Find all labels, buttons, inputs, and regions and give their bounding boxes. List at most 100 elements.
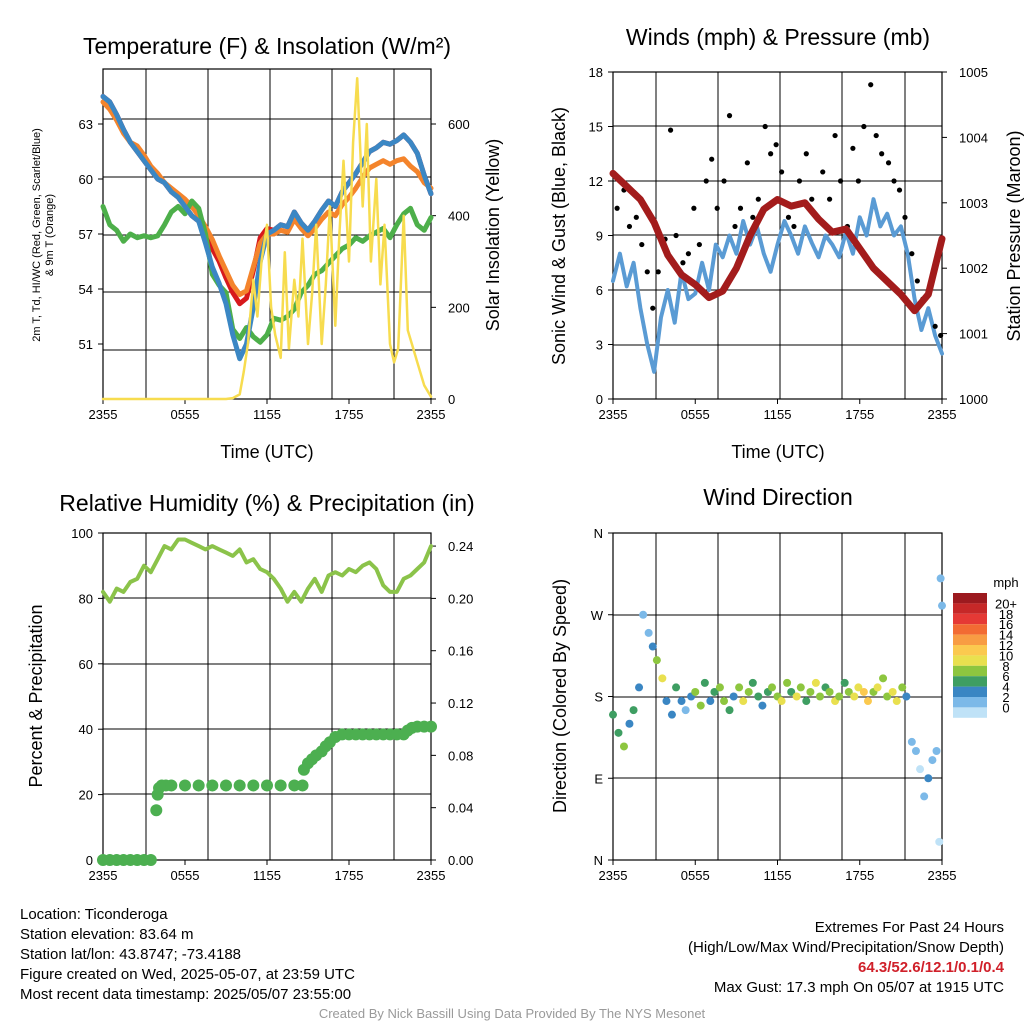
winds-plot: 2355 0555 1155 1755 235503691215181000100110… xyxy=(589,65,988,422)
temperature-xtick-label-3: 1755 xyxy=(335,407,364,422)
wind_direction-point-15 xyxy=(681,706,690,715)
rh_precip-series-1-point-18 xyxy=(233,779,246,792)
wind_direction-point-59 xyxy=(892,697,901,706)
winds-series-1-point-45 xyxy=(879,151,885,157)
winds-series-1-point-26 xyxy=(768,151,774,157)
winds-series-2-line xyxy=(609,169,946,315)
wind_direction-point-5 xyxy=(635,683,644,692)
winds-series-1-point-55 xyxy=(938,332,944,339)
rh_precip-ytick-right-label-1: 0.04 xyxy=(448,801,473,816)
wind_direction-point-49 xyxy=(844,687,853,696)
wind_direction-point-58 xyxy=(888,687,897,696)
temperature-panel: Temperature (F) & Insolation (W/m²) 2m T… xyxy=(31,33,503,462)
winds-xtick-label-0: 2355 xyxy=(599,407,628,422)
rh_precip-ytick-label-1: 20 xyxy=(79,788,93,803)
wind_direction-ytick-label-2: S xyxy=(594,690,603,705)
winds-series-1-point-17 xyxy=(714,205,720,211)
winds-ylabel: Sonic Wind & Gust (Blue, Black) xyxy=(549,107,569,365)
winds-series-1-point-36 xyxy=(826,196,833,202)
winds-series-1-point-48 xyxy=(896,187,903,193)
colorbar-swatch-11 xyxy=(953,707,987,718)
winds-series-2 xyxy=(609,169,946,315)
humidity-title: Relative Humidity (%) & Precipitation (i… xyxy=(59,490,474,516)
recent-data-timestamp: Most recent data timestamp: 2025/05/07 2… xyxy=(20,986,352,1003)
colorbar-swatch-4 xyxy=(953,634,987,645)
colorbar-label-7: 6 xyxy=(1002,669,1009,684)
colorbar-swatch-7 xyxy=(953,665,987,677)
colorbar-swatch-1 xyxy=(953,603,987,614)
rh_precip-series-1-point-8 xyxy=(150,804,163,817)
wind_direction-plot: 2355 0555 1155 1755 2355NESWN20+181614121086… xyxy=(591,526,1017,883)
wind_direction-point-53 xyxy=(863,697,872,706)
colorbar-swatch-5 xyxy=(953,645,987,656)
wind_direction-point-63 xyxy=(911,747,920,755)
winds-ytick-right-label-3: 1003 xyxy=(959,196,988,211)
rh_precip-series-0 xyxy=(101,537,433,604)
wind_direction-point-36 xyxy=(783,678,792,687)
wind_direction-point-51 xyxy=(854,683,863,692)
wind_direction-point-13 xyxy=(672,683,681,692)
colorbar-label-10: 0 xyxy=(1002,700,1009,715)
wind_direction-point-3 xyxy=(625,719,634,728)
credit-line: Created By Nick Bassill Using Data Provi… xyxy=(318,1006,706,1021)
temperature-ytick-right-label-3: 600 xyxy=(448,117,470,132)
temperature-ylabel-right: Solar Insolation (Yellow) xyxy=(483,139,503,331)
wind_direction-point-66 xyxy=(924,774,933,783)
winds-series-1-point-14 xyxy=(696,241,702,248)
station-info: Location: Ticonderoga Station elevation:… xyxy=(20,905,355,1005)
temperature-ytick-label-3: 60 xyxy=(79,172,93,187)
winds-series-1-point-9 xyxy=(667,127,674,133)
winds-series-1-point-20 xyxy=(732,223,738,230)
winds-ytick-label-1: 3 xyxy=(596,338,603,353)
temperature-ytick-label-4: 63 xyxy=(79,117,93,132)
wind_direction-point-21 xyxy=(710,687,719,696)
wind_direction-point-57 xyxy=(883,692,892,701)
temperature-ytick-label-2: 57 xyxy=(79,227,93,242)
temperature-series-2-line xyxy=(100,198,434,345)
winds-series-1-point-19 xyxy=(726,113,733,119)
rh_precip-series-1-point-46 xyxy=(425,720,437,733)
wind_direction-xtick-label-4: 2355 xyxy=(928,868,957,883)
winds-series-1-point-11 xyxy=(680,260,686,266)
rh_precip-ytick-label-2: 40 xyxy=(79,722,93,737)
wind_direction-point-9 xyxy=(652,656,661,665)
temperature-title: Temperature (F) & Insolation (W/m²) xyxy=(83,33,451,59)
colorbar-swatch-10 xyxy=(953,697,987,708)
wind_direction-point-52 xyxy=(859,687,868,696)
wind-direction-panel: Wind Direction Direction (Colored By Spe… xyxy=(550,484,1019,883)
rh_precip-series-1-point-22 xyxy=(288,779,301,792)
wind_direction-xtick-label-2: 1155 xyxy=(764,868,792,883)
winds-series-1-point-23 xyxy=(750,214,756,220)
wind_direction-point-33 xyxy=(768,683,777,692)
wind_direction-point-24 xyxy=(725,706,734,715)
rh_precip-series-1 xyxy=(97,720,437,866)
wind-direction-ylabel: Direction (Colored By Speed) xyxy=(550,579,570,813)
wind_direction-point-56 xyxy=(879,674,888,683)
wind_direction-point-25 xyxy=(729,692,738,701)
wind_direction-point-2 xyxy=(619,742,628,751)
winds-series-1-point-42 xyxy=(861,123,867,130)
wind_direction-point-43 xyxy=(815,692,824,701)
rh_precip-ytick-right-label-6: 0.24 xyxy=(448,539,473,554)
rh_precip-ytick-label-0: 0 xyxy=(86,853,93,868)
wind_direction-ytick-label-3: W xyxy=(591,608,604,623)
wind_direction-point-37 xyxy=(787,687,796,696)
winds-series-1-point-2 xyxy=(626,223,633,230)
winds-series-1-point-46 xyxy=(885,160,892,166)
temperature-xlabel: Time (UTC) xyxy=(220,442,313,462)
winds-xtick-label-3: 1755 xyxy=(845,407,874,422)
temperature-series-4 xyxy=(101,76,433,401)
wind_direction-point-65 xyxy=(920,792,929,801)
colorbar-label-1: 18 xyxy=(999,607,1013,622)
winds-series-1-point-7 xyxy=(655,269,661,275)
colorbar-swatch-3 xyxy=(953,624,987,635)
colorbar-swatch-6 xyxy=(953,655,987,666)
winds-series-1-point-16 xyxy=(709,156,715,162)
winds-series-0-line xyxy=(611,197,944,374)
figure-created: Figure created on Wed, 2025-05-07, at 23… xyxy=(20,966,355,983)
wind_direction-point-70 xyxy=(936,574,945,583)
winds-series-1-point-50 xyxy=(909,251,915,257)
wind_direction-point-62 xyxy=(907,737,916,746)
colorbar-label-4: 12 xyxy=(999,638,1013,653)
